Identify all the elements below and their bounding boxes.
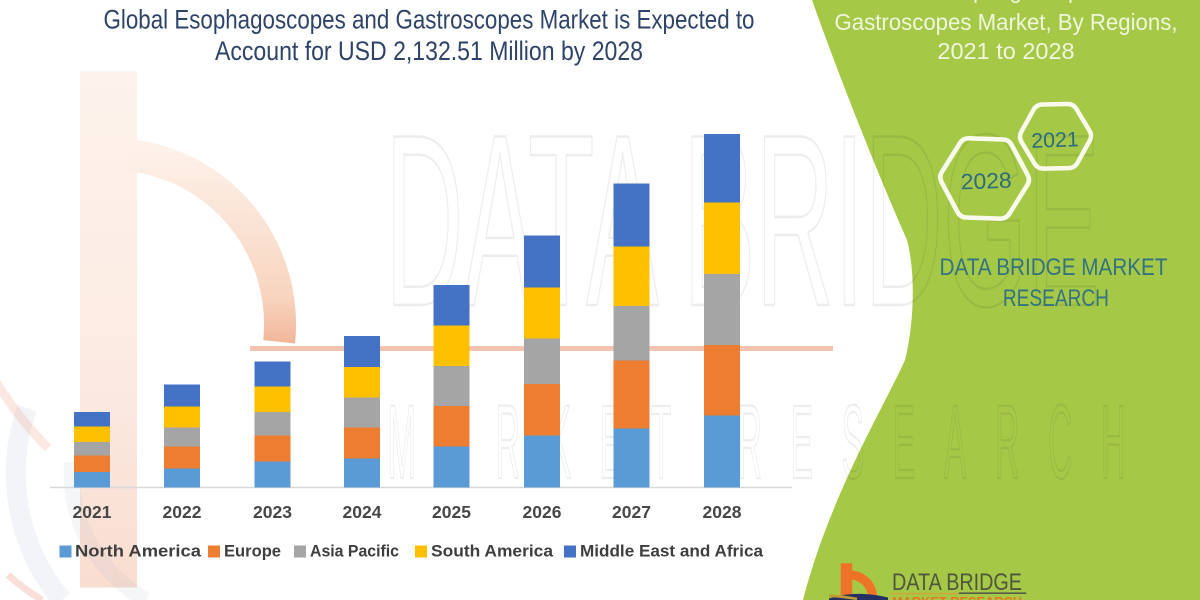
- svg-text:Asia Pacific: Asia Pacific: [310, 543, 399, 561]
- svg-text:Gastroscopes Market, By Region: Gastroscopes Market, By Regions,: [835, 9, 1178, 35]
- svg-text:Europe: Europe: [224, 543, 281, 561]
- svg-text:2027: 2027: [612, 502, 651, 522]
- svg-text:Account for USD 2,132.51 Milli: Account for USD 2,132.51 Million by 2028: [215, 36, 643, 66]
- svg-text:DATA BRIDGE MARKET: DATA BRIDGE MARKET: [940, 254, 1168, 281]
- svg-text:RESEARCH: RESEARCH: [1003, 285, 1109, 312]
- svg-text:Global Esophagoscopes and: Global Esophagoscopes and: [866, 0, 1146, 3]
- svg-text:2021: 2021: [73, 502, 112, 522]
- svg-text:2022: 2022: [163, 502, 202, 522]
- svg-text:2028: 2028: [960, 168, 1012, 195]
- svg-text:Global Esophagoscopes and Gast: Global Esophagoscopes and Gastroscopes M…: [104, 5, 755, 35]
- svg-text:MARKET RESEARCH: MARKET RESEARCH: [892, 594, 1022, 600]
- svg-text:Middle East and Africa: Middle East and Africa: [580, 543, 764, 561]
- svg-text:South America: South America: [431, 543, 554, 561]
- svg-text:2028: 2028: [703, 502, 742, 522]
- svg-text:2025: 2025: [432, 502, 471, 522]
- svg-text:MARKET RESEARCH: MARKET RESEARCH: [388, 384, 1154, 501]
- svg-text:North America: North America: [75, 543, 202, 561]
- svg-text:2021 to 2028: 2021 to 2028: [937, 38, 1074, 64]
- svg-text:2023: 2023: [253, 502, 292, 522]
- svg-text:DATA BRIDGE: DATA BRIDGE: [892, 569, 1022, 596]
- svg-text:2026: 2026: [523, 502, 562, 522]
- svg-text:2024: 2024: [343, 502, 382, 522]
- svg-text:2021: 2021: [1031, 128, 1079, 153]
